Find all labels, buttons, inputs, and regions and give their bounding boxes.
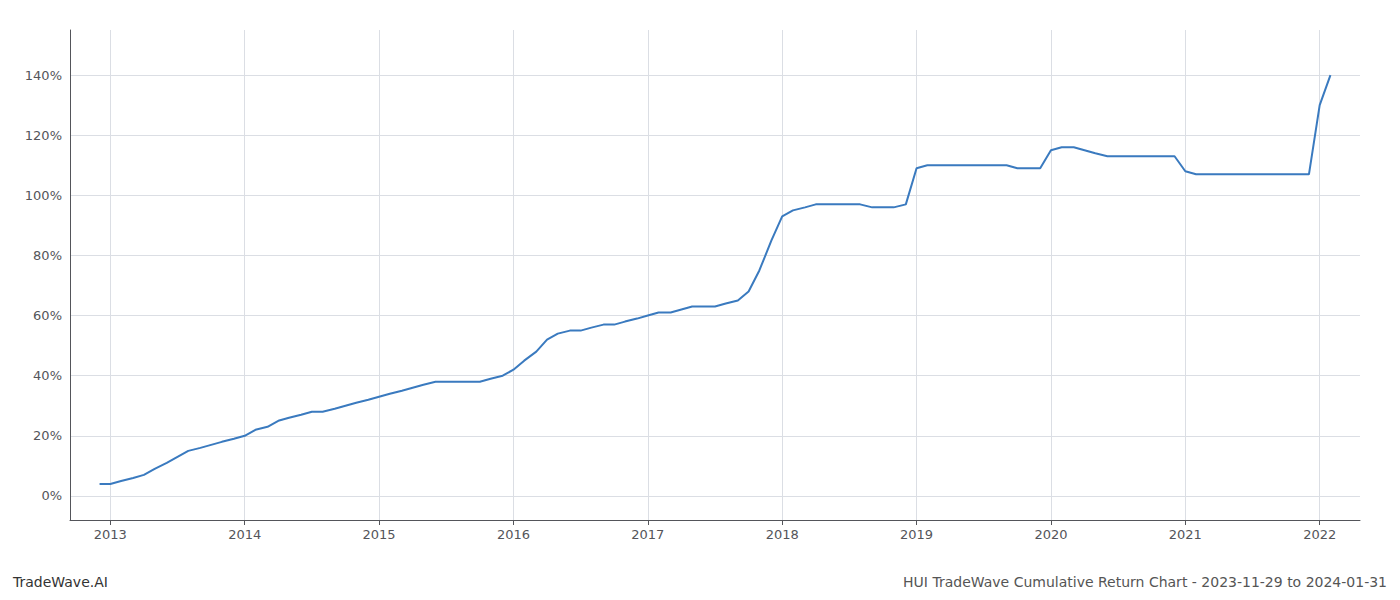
svg-text:100%: 100% — [25, 188, 62, 203]
svg-text:140%: 140% — [25, 68, 62, 83]
svg-text:2015: 2015 — [363, 527, 396, 542]
svg-text:60%: 60% — [33, 308, 62, 323]
svg-text:2016: 2016 — [497, 527, 530, 542]
svg-text:120%: 120% — [25, 128, 62, 143]
svg-text:2017: 2017 — [631, 527, 664, 542]
svg-text:TradeWave.AI: TradeWave.AI — [12, 574, 108, 590]
svg-text:2019: 2019 — [900, 527, 933, 542]
svg-text:20%: 20% — [33, 428, 62, 443]
svg-text:2014: 2014 — [228, 527, 261, 542]
svg-text:80%: 80% — [33, 248, 62, 263]
svg-text:2013: 2013 — [94, 527, 127, 542]
svg-text:HUI TradeWave Cumulative Retur: HUI TradeWave Cumulative Return Chart - … — [903, 574, 1387, 590]
svg-text:2020: 2020 — [1034, 527, 1067, 542]
svg-text:40%: 40% — [33, 368, 62, 383]
svg-text:0%: 0% — [41, 488, 62, 503]
svg-text:2018: 2018 — [766, 527, 799, 542]
svg-text:2022: 2022 — [1303, 527, 1336, 542]
svg-text:2021: 2021 — [1169, 527, 1202, 542]
